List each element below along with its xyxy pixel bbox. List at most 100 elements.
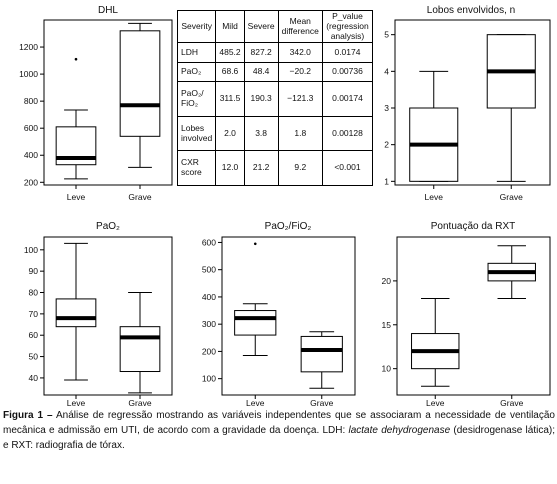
y-tick-label: 400 (202, 292, 216, 302)
y-tick-label: 500 (202, 265, 216, 275)
outlier-point (253, 242, 257, 246)
table-row: PaO₂ 68.6 48.4 −20.2 0.00736 (176, 61, 374, 83)
y-tick-label: 20 (382, 276, 392, 286)
regression-table-wrapper: Severity Mild Severe Mean difference P_v… (176, 9, 374, 186)
category-label: Leve (67, 192, 86, 202)
box-grave: Grave (119, 22, 161, 202)
row-label: PaO₂/ FiO₂ (176, 81, 217, 117)
figure-caption: Figura 1 – Análise de regressão mostrand… (3, 408, 555, 453)
y-tick-label: 5 (384, 30, 389, 40)
plot-frame (43, 236, 173, 396)
cell-severe: 21.2 (243, 150, 279, 186)
cell-severe: 190.3 (243, 81, 279, 117)
y-tick-label: 100 (24, 245, 38, 255)
cell-mild: 68.6 (215, 61, 245, 83)
plot-frame (396, 236, 551, 396)
box-leve: Leve (411, 297, 460, 408)
category-label: Grave (128, 398, 151, 408)
table-row: CXR score 12.0 21.2 9.2 <0.001 (176, 150, 374, 186)
caption-ldh-term: lactate dehydrogenase (348, 425, 451, 436)
y-tick-label: 2 (384, 140, 389, 150)
box-plot-panel: PaO₂ 40 50 60 70 80 90 100 Leve Grave (24, 221, 173, 408)
box-plot-panel: PaO₂/FiO₂ 100 200 300 400 500 600 Leve Grave (202, 221, 356, 408)
header-severity: Severity (176, 9, 217, 44)
cell-mean-difference: 9.2 (277, 150, 323, 186)
header-mild: Mild (215, 9, 245, 44)
y-tick-label: 600 (24, 123, 38, 133)
category-label: Grave (500, 192, 523, 202)
y-tick-label: 60 (29, 330, 39, 340)
caption-text: Análise de regressão mostrando as variáv… (3, 410, 555, 436)
cell-mean-difference: 342.0 (277, 42, 323, 63)
header-p-value: P_value (regression analysis) (321, 9, 374, 44)
y-tick-label: 4 (384, 66, 389, 76)
box-grave: Grave (300, 331, 343, 408)
plot-title: PaO₂ (96, 221, 120, 232)
cell-mild: 2.0 (215, 115, 245, 152)
category-label: Leve (425, 192, 444, 202)
cell-p-value: <0.001 (321, 150, 374, 186)
table-header-row: Severity Mild Severe Mean difference P_v… (176, 9, 374, 44)
box-plot-panel: Lobos envolvidos, n 1 2 3 4 5 Leve Grave (384, 5, 551, 202)
box-leve: Leve (55, 57, 97, 202)
y-tick-label: 10 (382, 364, 392, 374)
y-tick-label: 90 (29, 266, 39, 276)
table-row: LDH 485.2 827.2 342.0 0.0174 (176, 42, 374, 63)
plot-frame (43, 19, 173, 186)
y-tick-label: 300 (202, 319, 216, 329)
y-tick-label: 40 (29, 373, 39, 383)
box-leve: Leve (55, 242, 97, 408)
y-tick-label: 1 (384, 176, 389, 186)
y-tick-label: 50 (29, 352, 39, 362)
cell-mean-difference: 1.8 (277, 115, 323, 152)
cell-mild: 485.2 (215, 42, 245, 63)
cell-p-value: 0.00128 (321, 115, 374, 152)
table-row: Lobes involved 2.0 3.8 1.8 0.00128 (176, 115, 374, 152)
row-label: PaO₂ (176, 61, 217, 83)
box-leve: Leve (234, 242, 277, 408)
plot-title: Lobos envolvidos, n (427, 5, 515, 16)
regression-table: Severity Mild Severe Mean difference P_v… (176, 9, 374, 186)
row-label: LDH (176, 42, 217, 63)
box-grave: Grave (486, 34, 536, 202)
cell-mild: 311.5 (215, 81, 245, 117)
y-tick-label: 1200 (19, 42, 38, 52)
iqr-box (55, 298, 97, 328)
plot-title: PaO₂/FiO₂ (265, 221, 312, 232)
table-row: PaO₂/ FiO₂ 311.5 190.3 −121.3 0.00174 (176, 81, 374, 117)
cell-p-value: 0.00174 (321, 81, 374, 117)
cell-mean-difference: −121.3 (277, 81, 323, 117)
cell-mean-difference: −20.2 (277, 61, 323, 83)
iqr-box (119, 30, 161, 137)
y-tick-label: 70 (29, 309, 39, 319)
header-mean-difference: Mean difference (277, 9, 323, 44)
category-label: Leve (67, 398, 86, 408)
category-label: Leve (246, 398, 265, 408)
row-label: Lobes involved (176, 115, 217, 152)
caption-lead: Figura 1 – (3, 410, 53, 421)
cell-severe: 48.4 (243, 61, 279, 83)
y-tick-label: 400 (24, 150, 38, 160)
plot-frame (221, 236, 356, 396)
y-tick-label: 200 (202, 346, 216, 356)
iqr-box (234, 310, 277, 336)
y-tick-label: 80 (29, 288, 39, 298)
box-grave: Grave (119, 292, 161, 408)
y-tick-label: 200 (24, 177, 38, 187)
y-tick-label: 100 (202, 374, 216, 384)
cell-severe: 3.8 (243, 115, 279, 152)
box-leve: Leve (409, 70, 459, 202)
box-plot-panel: DHL 200 400 600 800 1000 1200 Leve Grave (19, 5, 173, 202)
category-label: Grave (500, 398, 523, 408)
iqr-box (300, 335, 343, 373)
y-tick-label: 15 (382, 320, 392, 330)
category-label: Grave (310, 398, 333, 408)
iqr-box (119, 326, 161, 373)
header-severe: Severe (243, 9, 279, 44)
plot-title: DHL (98, 5, 118, 16)
outlier-point (74, 57, 78, 61)
cell-p-value: 0.00736 (321, 61, 374, 83)
cell-severe: 827.2 (243, 42, 279, 63)
